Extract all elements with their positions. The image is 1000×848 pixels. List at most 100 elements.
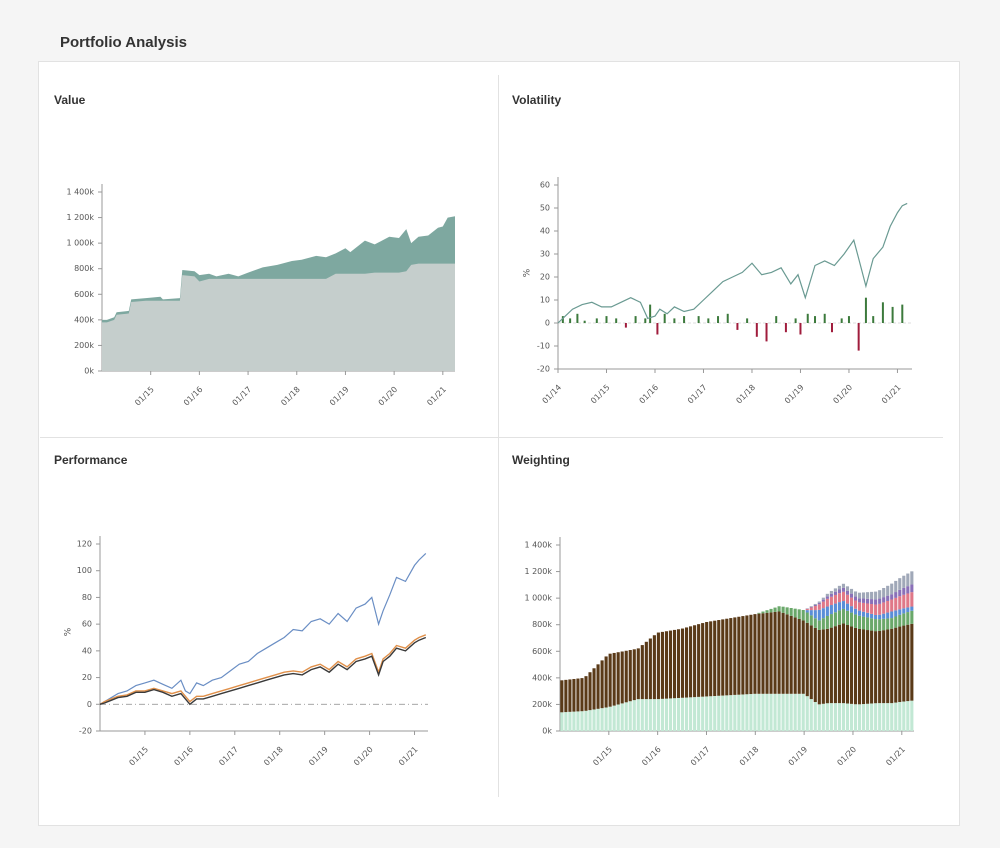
performance-line-dark [99, 636, 427, 706]
weighting-bar-brown [644, 641, 648, 700]
weighting-bar-brown [584, 676, 588, 711]
weighting-bar-green [837, 610, 841, 625]
weighting-bar-gray [825, 593, 829, 597]
weighting-bar-brown [874, 631, 878, 704]
weighting-bar-base [817, 704, 821, 731]
value-x-tick-label: 01/19 [328, 385, 351, 408]
weighting-bar-brown [761, 613, 765, 694]
weighting-bar-blue [829, 605, 833, 615]
weighting-bar-green [898, 614, 902, 627]
weighting-bar-brown [564, 679, 568, 713]
volatility-bar [583, 320, 586, 323]
weighting-bar-blue [817, 609, 821, 621]
weighting-bar-purple [886, 595, 890, 601]
weighting-bar-base [693, 697, 697, 731]
volatility-bar [673, 318, 676, 323]
value-x-tick-label: 01/17 [231, 385, 254, 408]
weighting-bar-brown [741, 616, 745, 695]
weighting-y-tick-label: 800k [532, 620, 552, 629]
weighting-bar-purple [829, 593, 833, 597]
weighting-bar-brown [898, 626, 902, 703]
weighting-bar-base [809, 699, 813, 731]
weighting-bar-base [701, 696, 705, 731]
weighting-bar-brown [749, 614, 753, 695]
weighting-y-tick-label: 600k [532, 647, 552, 656]
volatility-bar [765, 323, 768, 342]
weighting-bar-blue [870, 613, 874, 619]
weighting-bar-base [572, 711, 576, 731]
weighting-bar-brown [870, 630, 874, 704]
weighting-bar-gray [841, 583, 846, 588]
weighting-x-tick-label: 01/16 [640, 745, 663, 768]
weighting-bar-green [769, 608, 773, 613]
weighting-bar-gray [813, 603, 817, 605]
performance-x-tick-label: 01/21 [397, 745, 420, 768]
weighting-bar-purple [870, 599, 874, 605]
weighting-bar-blue [906, 607, 910, 613]
weighting-bar-base [785, 693, 789, 731]
weighting-bar-pink [841, 591, 846, 602]
weighting-bar-brown [620, 651, 624, 704]
weighting-bar-purple [845, 590, 850, 595]
weighting-bar-green [797, 609, 801, 619]
weighting-bar-green [809, 615, 813, 626]
volatility-bar [683, 316, 686, 323]
weighting-bar-base [620, 703, 624, 731]
volatility-y-tick-label: -20 [537, 365, 550, 374]
volatility-bar [891, 306, 894, 323]
weighting-bar-gray [829, 590, 833, 594]
volatility-y-tick-label: 20 [540, 273, 550, 282]
performance-x-tick-label: 01/19 [307, 745, 330, 768]
weighting-bar-blue [821, 608, 825, 619]
weighting-bar-brown [902, 625, 906, 702]
weighting-bar-base [805, 696, 809, 731]
performance-x-tick-label: 01/15 [127, 745, 150, 768]
weighting-bar-brown [769, 612, 773, 694]
weighting-bar-brown [568, 679, 572, 712]
volatility-x-tick-label: 01/14 [541, 383, 564, 406]
weighting-bar-green [894, 616, 898, 628]
weighting-bar-pink [833, 594, 837, 604]
weighting-bar-base [588, 710, 592, 731]
weighting-bar-purple [821, 599, 825, 602]
weighting-bar-pink [845, 594, 850, 604]
volatility-x-tick-label: 01/17 [686, 383, 709, 406]
weighting-bar-base [656, 699, 660, 731]
weighting-bar-brown [813, 627, 817, 703]
weighting-bar-green [793, 608, 797, 618]
weighting-bar-base [813, 702, 817, 731]
weighting-bar-brown [652, 635, 656, 700]
weighting-bar-base [773, 693, 777, 731]
volatility-x-tick-label: 01/16 [637, 383, 660, 406]
volatility-bar [663, 313, 666, 323]
weighting-bar-base [584, 710, 588, 731]
weighting-bar-brown [857, 628, 862, 705]
weighting-bar-base [689, 697, 693, 731]
weighting-bar-purple [882, 597, 886, 603]
weighting-bar-purple [817, 602, 821, 605]
weighting-bar-brown [797, 618, 801, 694]
performance-y-tick-label: 120 [77, 540, 92, 549]
weighting-bar-green [801, 609, 805, 621]
weighting-bar-base [866, 703, 870, 731]
weighting-x-tick-label: 01/19 [787, 745, 810, 768]
weighting-bar-brown [580, 678, 584, 712]
weighting-bar-brown [685, 627, 689, 698]
weighting-bar-brown [757, 613, 761, 694]
weighting-bar-blue [825, 606, 829, 616]
weighting-y-tick-label: 1 200k [524, 567, 552, 576]
volatility-y-tick-label: 30 [540, 250, 550, 259]
weighting-bar-green [862, 616, 866, 630]
volatility-bar [605, 316, 608, 323]
value-y-tick-label: 800k [74, 264, 94, 273]
weighting-bar-pink [849, 597, 854, 607]
performance-y-tick-label: -20 [79, 727, 92, 736]
weighting-bar-base [874, 703, 878, 731]
weighting-bar-purple [874, 599, 878, 605]
weighting-bar-base [837, 703, 841, 731]
weighting-bar-pink [898, 596, 902, 610]
weighting-bar-brown [906, 624, 910, 702]
weighting-bar-gray [906, 573, 910, 587]
volatility-bar [615, 318, 618, 323]
weighting-bar-purple [809, 606, 813, 608]
